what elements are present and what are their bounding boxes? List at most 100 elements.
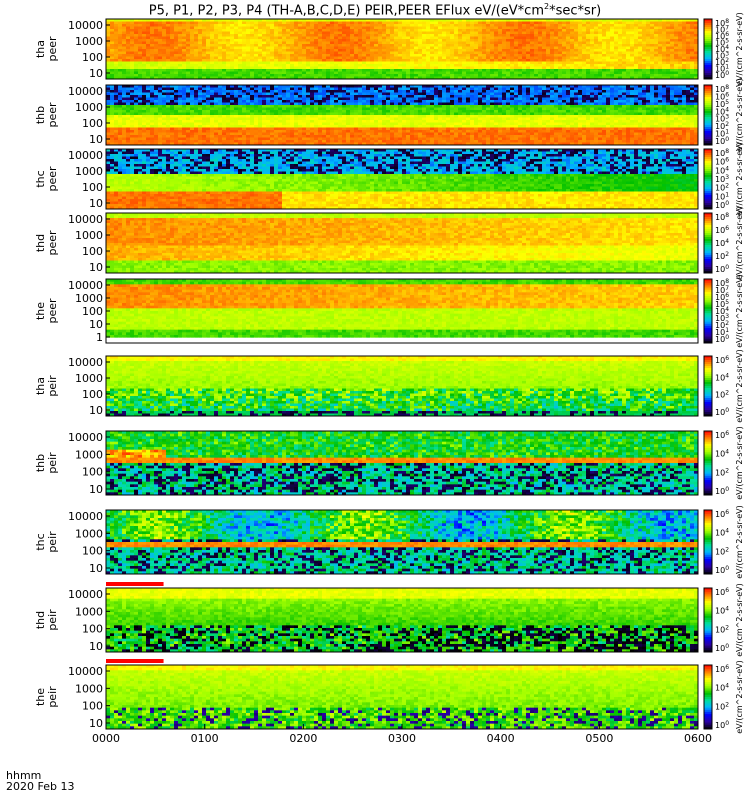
panel-label-the_peir-1: peir bbox=[46, 686, 59, 708]
colorbar-tick-the_peir-2: 102 bbox=[715, 701, 729, 711]
y-tick-label-the_peir-0: 10000 bbox=[68, 665, 103, 678]
y-tick-label-tha_peir-1: 1000 bbox=[75, 372, 103, 385]
colorbar-tick-thd_peer-2: 104 bbox=[715, 238, 729, 248]
y-tick-label-thc_peir-2: 100 bbox=[82, 545, 103, 558]
colorbar-tick-tha_peir-0: 106 bbox=[715, 355, 729, 365]
colorbar-tick-thd_peer-1: 106 bbox=[715, 225, 729, 235]
colorbar-tick-thb_peir-3: 100 bbox=[715, 486, 729, 496]
x-axis-date-label: 2020 Feb 13 bbox=[6, 780, 74, 793]
y-tick-label-the_peer-4: 1 bbox=[96, 331, 103, 344]
y-tick-label-tha_peir-2: 100 bbox=[82, 388, 103, 401]
mode-marker-thd_peir bbox=[106, 582, 164, 586]
x-tick-label-2: 0200 bbox=[289, 732, 317, 745]
y-tick-label-thb_peir-1: 1000 bbox=[75, 448, 103, 461]
y-tick-label-the_peer-2: 100 bbox=[82, 305, 103, 318]
panel-thb_peer bbox=[106, 85, 698, 145]
colorbar-unit-the_peer: eV/(cm^2-s-sr-eV) bbox=[735, 274, 744, 347]
panel-thb_peir bbox=[106, 431, 698, 495]
colorbar-tick-tha_peir-2: 102 bbox=[715, 390, 729, 400]
y-tick-label-thc_peer-1: 1000 bbox=[75, 165, 103, 178]
y-tick-label-thb_peir-3: 10 bbox=[89, 483, 103, 496]
y-tick-label-thd_peir-2: 100 bbox=[82, 623, 103, 636]
colorbar-tick-thb_peir-1: 104 bbox=[715, 449, 729, 459]
x-tick-label-4: 0400 bbox=[487, 732, 515, 745]
colorbar-tick-the_peir-1: 104 bbox=[715, 683, 729, 693]
colorbar-tick-thc_peir-3: 100 bbox=[715, 565, 729, 575]
x-tick-label-6: 0600 bbox=[684, 732, 712, 745]
y-tick-label-thb_peer-3: 10 bbox=[89, 133, 103, 146]
colorbar-tick-thd_peir-2: 102 bbox=[715, 624, 729, 634]
panel-the_peir bbox=[106, 665, 698, 729]
panel-label-the_peer-1: peer bbox=[46, 298, 59, 324]
y-tick-label-thc_peer-3: 10 bbox=[89, 197, 103, 210]
colorbar-unit-thc_peir: eV/(cm^2-s-sr-eV) bbox=[735, 505, 744, 578]
colorbar-tick-thc_peer-6: 100 bbox=[715, 200, 729, 210]
panel-thc_peer bbox=[106, 149, 698, 209]
y-tick-label-the_peer-1: 1000 bbox=[75, 292, 103, 305]
y-tick-label-tha_peir-3: 10 bbox=[89, 404, 103, 417]
y-tick-label-tha_peir-0: 10000 bbox=[68, 356, 103, 369]
colorbar-tick-thd_peir-0: 106 bbox=[715, 587, 729, 597]
y-tick-label-thc_peer-2: 100 bbox=[82, 181, 103, 194]
y-tick-label-thb_peer-0: 10000 bbox=[68, 85, 103, 98]
panel-label-thb_peir-1: peir bbox=[46, 452, 59, 474]
colorbar-tick-thb_peir-2: 102 bbox=[715, 467, 729, 477]
y-tick-label-thb_peir-0: 10000 bbox=[68, 431, 103, 444]
colorbar-unit-tha_peer: eV/(cm^2-s-sr-eV) bbox=[735, 12, 744, 85]
y-tick-label-thd_peir-3: 10 bbox=[89, 640, 103, 653]
colorbar-tick-thb_peir-0: 106 bbox=[715, 430, 729, 440]
y-tick-label-the_peir-2: 100 bbox=[82, 700, 103, 713]
colorbar-unit-the_peir: eV/(cm^2-s-sr-eV) bbox=[735, 660, 744, 733]
colorbar-tick-thd_peer-4: 100 bbox=[715, 264, 729, 274]
y-tick-label-thd_peir-0: 10000 bbox=[68, 588, 103, 601]
colorbar-tick-the_peer-8: 100 bbox=[715, 334, 729, 344]
colorbar-unit-tha_peir: eV/(cm^2-s-sr-eV) bbox=[735, 349, 744, 422]
panel-thd_peir bbox=[106, 588, 698, 652]
colorbar-tick-thd_peer-0: 108 bbox=[715, 212, 729, 222]
colorbar-unit-thb_peer: eV/(cm^2-s-sr-eV) bbox=[735, 78, 744, 151]
mode-marker-the_peir bbox=[106, 659, 164, 663]
y-tick-label-thb_peer-2: 100 bbox=[82, 117, 103, 130]
colorbar-tick-tha_peir-3: 100 bbox=[715, 407, 729, 417]
colorbar-unit-thd_peer: eV/(cm^2-s-sr-eV) bbox=[735, 206, 744, 279]
panel-label-tha_peir-1: peir bbox=[46, 375, 59, 397]
panel-thc_peir bbox=[106, 510, 698, 574]
colorbar-tick-tha_peir-1: 104 bbox=[715, 372, 729, 382]
y-tick-label-thd_peir-1: 1000 bbox=[75, 605, 103, 618]
y-tick-label-thc_peir-1: 1000 bbox=[75, 527, 103, 540]
y-tick-label-tha_peer-2: 100 bbox=[82, 51, 103, 64]
colorbar-tick-the_peir-3: 100 bbox=[715, 720, 729, 730]
colorbar-unit-thc_peer: eV/(cm^2-s-sr-eV) bbox=[735, 142, 744, 215]
y-tick-label-tha_peer-3: 10 bbox=[89, 67, 103, 80]
panel-tha_peir bbox=[106, 356, 698, 416]
y-tick-label-thd_peer-1: 1000 bbox=[75, 229, 103, 242]
colorbar-tick-thb_peer-7: 100 bbox=[715, 136, 729, 146]
colorbar-tick-thc_peir-0: 106 bbox=[715, 509, 729, 519]
colorbar-tick-thd_peer-3: 102 bbox=[715, 251, 729, 261]
panel-label-thd_peer-1: peer bbox=[46, 230, 59, 256]
panel-label-thd_peir-1: peir bbox=[46, 609, 59, 631]
y-tick-label-thd_peer-0: 10000 bbox=[68, 213, 103, 226]
y-tick-label-tha_peer-0: 10000 bbox=[68, 19, 103, 32]
y-tick-label-thb_peer-1: 1000 bbox=[75, 101, 103, 114]
panel-label-tha_peer-1: peer bbox=[46, 36, 59, 62]
colorbar-tick-thc_peir-2: 102 bbox=[715, 546, 729, 556]
colorbar-unit-thb_peir: eV/(cm^2-s-sr-eV) bbox=[735, 426, 744, 499]
panel-label-thb_peer-1: peer bbox=[46, 102, 59, 128]
y-tick-label-thc_peer-0: 10000 bbox=[68, 149, 103, 162]
y-tick-label-the_peer-3: 10 bbox=[89, 318, 103, 331]
y-tick-label-thd_peer-2: 100 bbox=[82, 245, 103, 258]
y-tick-label-thc_peir-3: 10 bbox=[89, 562, 103, 575]
y-tick-label-thc_peir-0: 10000 bbox=[68, 510, 103, 523]
panel-thd_peer bbox=[106, 213, 698, 273]
x-tick-label-3: 0300 bbox=[388, 732, 416, 745]
colorbar-tick-thc_peir-1: 104 bbox=[715, 528, 729, 538]
y-tick-label-thb_peir-2: 100 bbox=[82, 466, 103, 479]
y-tick-label-the_peir-3: 10 bbox=[89, 717, 103, 730]
colorbar-tick-thd_peir-1: 104 bbox=[715, 606, 729, 616]
panel-tha_peer bbox=[106, 19, 698, 79]
y-tick-label-thd_peer-3: 10 bbox=[89, 261, 103, 274]
colorbar-tick-thd_peir-3: 100 bbox=[715, 643, 729, 653]
panel-the_peer bbox=[106, 279, 698, 343]
